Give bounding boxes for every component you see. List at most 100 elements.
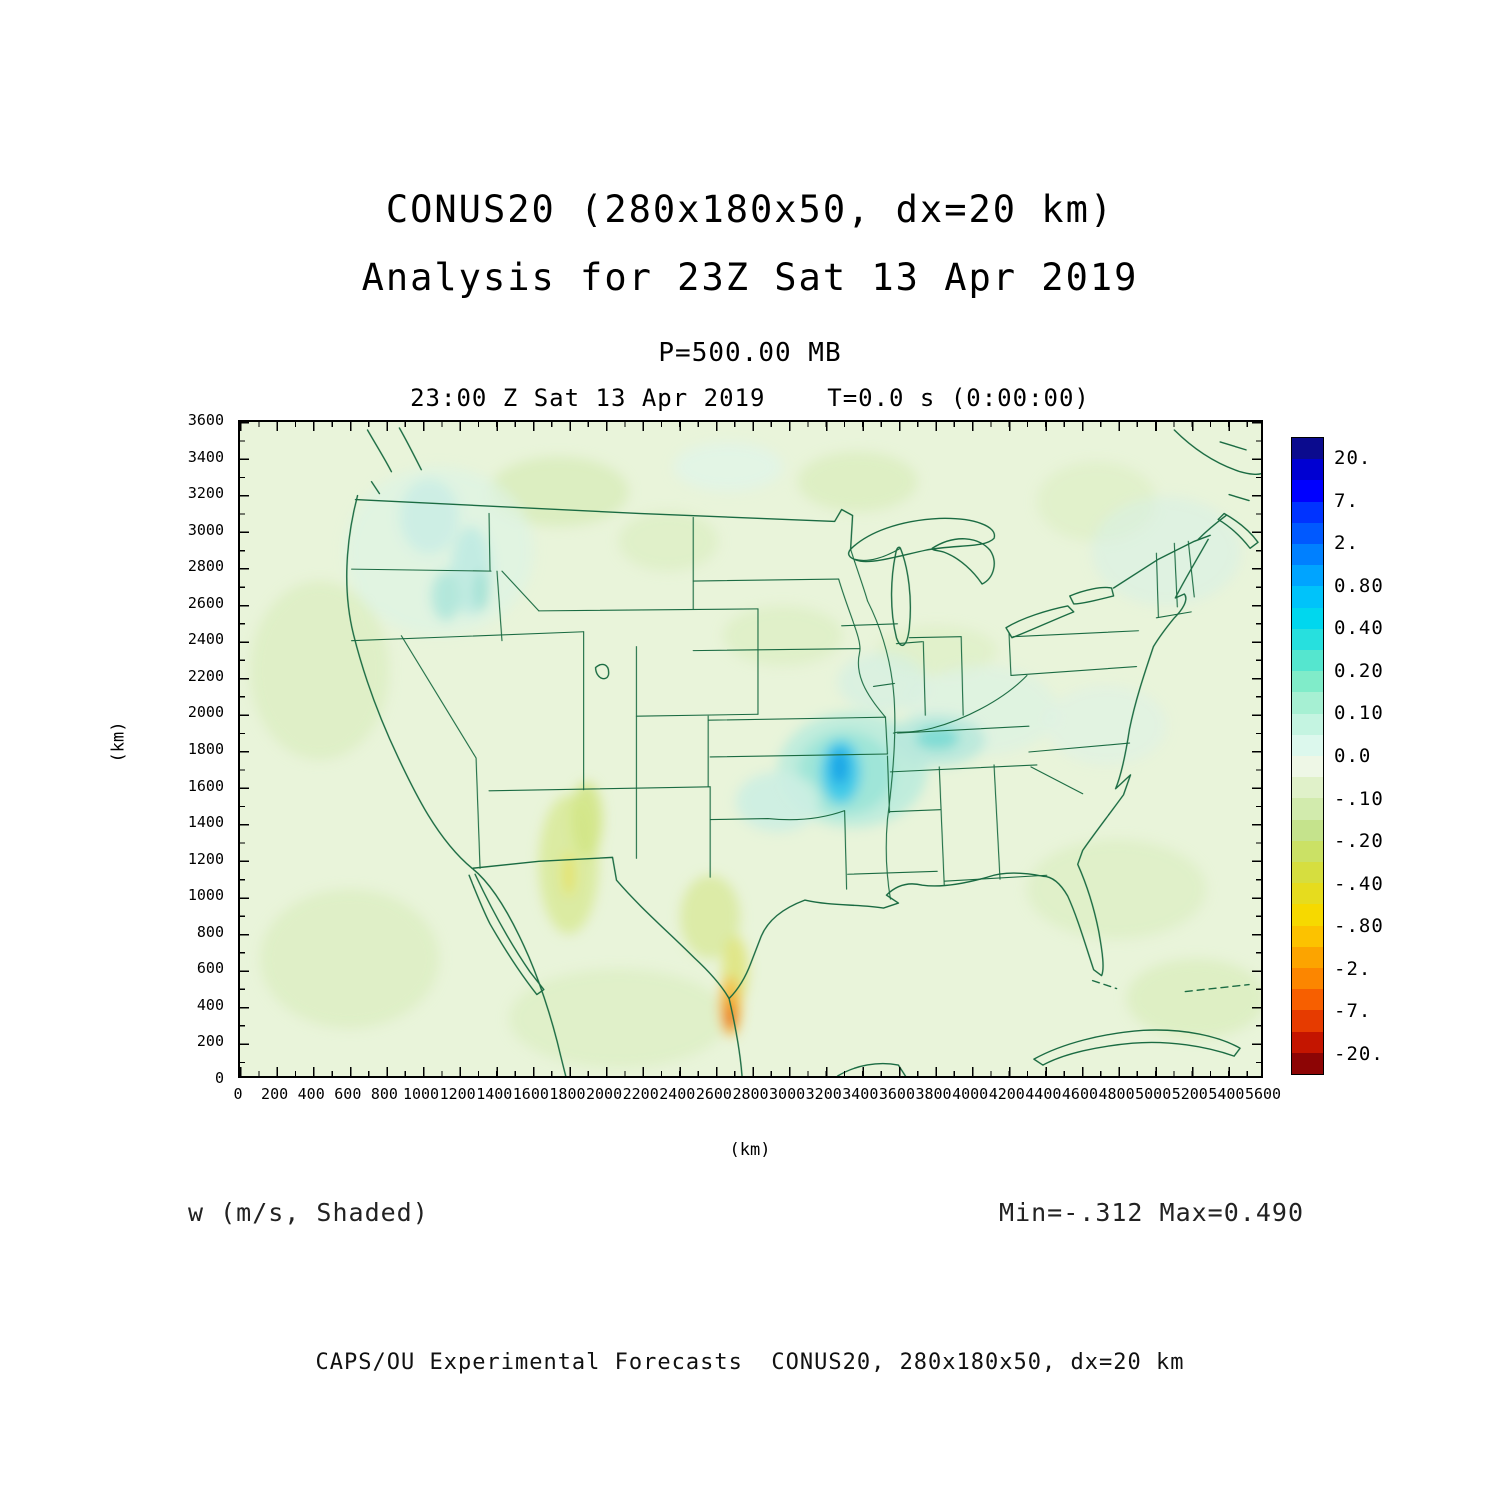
x-tick-label: 2400	[659, 1085, 696, 1103]
colorbar-segment	[1292, 650, 1323, 672]
colorbar-label: 0.20	[1334, 659, 1384, 682]
colorbar-segment	[1292, 968, 1323, 990]
y-tick-label: 400	[196, 995, 224, 1014]
x-tick-label: 1200	[439, 1085, 476, 1103]
colorbar-label: -.80	[1334, 915, 1384, 938]
pressure-level-label: P=500.00 MB	[658, 338, 842, 368]
colorbar-segment	[1292, 1010, 1323, 1032]
shaded-field	[249, 441, 1261, 1069]
colorbar-segment	[1292, 925, 1323, 947]
map-plot-area	[238, 420, 1263, 1078]
map-canvas	[249, 427, 1261, 1076]
plot-title-line1: CONUS20 (280x180x50, dx=20 km)	[385, 188, 1115, 231]
y-tick-label: 2800	[187, 557, 224, 576]
colorbar-segment	[1292, 883, 1323, 905]
x-tick-label: 800	[370, 1085, 398, 1103]
colorbar-label: -.20	[1334, 830, 1384, 853]
colorbar-segment	[1292, 734, 1323, 757]
y-tick-label: 2200	[187, 666, 224, 685]
colorbar-segment	[1292, 565, 1323, 587]
colorbar-segment	[1292, 777, 1323, 799]
colorbar-segment	[1292, 840, 1323, 863]
x-tick-label: 600	[334, 1085, 362, 1103]
y-tick-label: 3400	[187, 447, 224, 466]
x-tick-label: 0	[233, 1085, 243, 1103]
colorbar-label: -.10	[1334, 787, 1384, 810]
y-tick-label: 600	[196, 959, 224, 978]
colorbar-segment	[1292, 946, 1323, 969]
colorbar-label: 7.	[1334, 489, 1359, 512]
x-tick-label: 3800	[915, 1085, 952, 1103]
y-tick-label: 3200	[187, 484, 224, 503]
colorbar-labels: 20. 7. 2. 0.80 0.40 0.20 0.10 0.0 -.10 -.20 -.40 -.…	[1334, 437, 1424, 1075]
x-tick-label: 3400	[842, 1085, 879, 1103]
colorbar-segment	[1292, 713, 1323, 735]
x-tick-label: 4200	[988, 1085, 1025, 1103]
colorbar-label: 0.40	[1334, 617, 1384, 640]
x-tick-label: 1400	[476, 1085, 513, 1103]
colorbar-segment	[1292, 586, 1323, 608]
colorbar	[1291, 437, 1324, 1075]
colorbar-segment	[1292, 544, 1323, 566]
x-axis-title: (km)	[729, 1140, 771, 1160]
colorbar-label: 2.	[1334, 532, 1359, 555]
valid-time-label: 23:00 Z Sat 13 Apr 2019 T=0.0 s (0:00:00…	[410, 384, 1090, 412]
x-tick-label: 4400	[1025, 1085, 1062, 1103]
colorbar-segment	[1292, 862, 1323, 884]
x-tick-label: 200	[261, 1085, 289, 1103]
x-tick-label: 5200	[1171, 1085, 1208, 1103]
y-tick-label: 0	[214, 1069, 224, 1087]
plot-title-line2: Analysis for 23Z Sat 13 Apr 2019	[361, 256, 1139, 299]
y-tick-label: 1400	[187, 813, 224, 832]
x-tick-label: 5400	[1208, 1085, 1245, 1103]
y-tick-label: 2000	[187, 703, 224, 722]
colorbar-segment	[1292, 1052, 1323, 1075]
y-axis-title: (km)	[108, 721, 129, 763]
x-tick-label: 2600	[695, 1085, 732, 1103]
x-tick-label: 5000	[1135, 1085, 1172, 1103]
x-tick-label: 3600	[878, 1085, 915, 1103]
colorbar-label: -2.	[1334, 957, 1372, 980]
y-tick-label: 3000	[187, 520, 224, 539]
colorbar-segment	[1292, 756, 1323, 778]
x-tick-label: 2800	[732, 1085, 769, 1103]
x-tick-labels: 0 200 400 600 800 1000 1200 1400 1600 1800 2000 220…	[233, 1085, 1281, 1107]
y-tick-label: 3600	[187, 411, 224, 429]
colorbar-label: 0.10	[1334, 702, 1384, 725]
colorbar-segment	[1292, 692, 1323, 714]
minmax-label: Min=-.312 Max=0.490	[999, 1198, 1304, 1227]
colorbar-segment	[1292, 671, 1323, 693]
y-tick-label: 1000	[187, 886, 224, 905]
colorbar-label: 0.0	[1334, 745, 1372, 767]
credit-line: CAPS/OU Experimental Forecasts CONUS20, …	[315, 1350, 1185, 1375]
colorbar-label: 0.80	[1334, 574, 1384, 597]
x-tick-label: 4800	[1098, 1085, 1135, 1103]
colorbar-segment	[1292, 459, 1323, 481]
x-tick-label: 400	[297, 1085, 325, 1103]
colorbar-segment	[1292, 607, 1323, 629]
y-tick-label: 200	[196, 1032, 224, 1051]
colorbar-segment	[1292, 628, 1323, 651]
x-tick-label: 1000	[402, 1085, 440, 1103]
state-boundaries	[351, 512, 1195, 900]
colorbar-segment	[1292, 1031, 1323, 1053]
colorbar-segment	[1292, 480, 1323, 502]
x-tick-label: 2200	[622, 1085, 659, 1103]
x-tick-label: 4600	[1061, 1085, 1099, 1103]
x-tick-label: 3000	[769, 1085, 806, 1103]
y-tick-label: 800	[196, 922, 224, 941]
y-tick-label: 1200	[187, 849, 224, 868]
x-tick-label: 4000	[952, 1085, 989, 1103]
y-tick-label: 2600	[187, 593, 224, 612]
colorbar-label: -7.	[1334, 1000, 1372, 1023]
x-tick-label: 3200	[805, 1085, 842, 1103]
colorbar-segment	[1292, 798, 1323, 820]
colorbar-segment	[1292, 819, 1323, 841]
colorbar-segment	[1292, 904, 1323, 926]
x-tick-label: 1600	[512, 1085, 549, 1103]
colorbar-segment	[1292, 989, 1323, 1011]
colorbar-segment	[1292, 438, 1323, 460]
colorbar-label: -.40	[1334, 872, 1384, 895]
y-tick-label: 2400	[187, 630, 224, 649]
colorbar-label: 20.	[1334, 447, 1372, 470]
